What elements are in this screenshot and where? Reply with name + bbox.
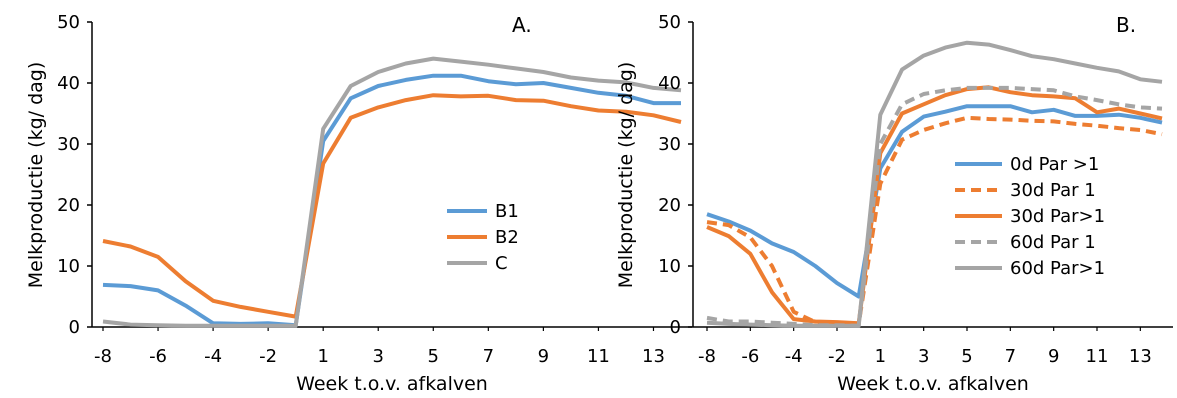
y-tick-label: 10 <box>658 256 681 277</box>
x-tick-label: -4 <box>204 346 222 367</box>
y-tick-label: 0 <box>670 317 681 338</box>
y-axis-label: Melkproductie (kg/ dag) <box>25 62 47 289</box>
y-tick-label: 10 <box>57 256 80 277</box>
x-tick-label: 5 <box>428 346 439 367</box>
x-tick-label: -2 <box>259 346 277 367</box>
x-axis-label: Week t.o.v. afkalven <box>837 373 1029 395</box>
x-tick-label: 3 <box>918 346 929 367</box>
legend: B1 B2 C <box>447 201 519 274</box>
x-tick-label: 11 <box>587 346 610 367</box>
x-tick-label: 11 <box>1086 346 1109 367</box>
panel-letter: B. <box>1116 13 1136 37</box>
legend-label: 60d Par>1 <box>1010 258 1105 279</box>
y-tick-label: 50 <box>658 12 681 33</box>
legend-label: C <box>495 253 508 274</box>
x-tick-label: -4 <box>785 346 803 367</box>
legend-label: 60d Par 1 <box>1010 232 1096 253</box>
y-tick-label: 20 <box>658 195 681 216</box>
series-line-1 <box>102 73 681 328</box>
series-line-5 <box>706 40 1163 328</box>
y-tick-label: 50 <box>57 12 80 33</box>
x-tick-label: 13 <box>1129 346 1152 367</box>
y-axis-label: Melkproductie (kg/ dag) <box>615 62 637 289</box>
y-tick-label: 20 <box>57 195 80 216</box>
x-tick-label: 5 <box>961 346 972 367</box>
legend-label: 30d Par 1 <box>1010 180 1096 201</box>
x-tick-label: -6 <box>149 346 167 367</box>
legend-label: B1 <box>495 201 519 222</box>
x-tick-label: -8 <box>94 346 112 367</box>
x-tick-label: 7 <box>1005 346 1016 367</box>
legend: 0d Par >1 30d Par 1 30d Par>1 60d Par 1 60d … <box>955 154 1105 279</box>
series-line-2 <box>102 93 682 319</box>
x-tick-label: 9 <box>538 346 549 367</box>
x-tick-label: -8 <box>698 346 716 367</box>
y-tick-label: 40 <box>658 73 681 94</box>
x-tick-label: 13 <box>642 346 665 367</box>
series-line-2 <box>706 115 1163 326</box>
x-tick-label: 7 <box>483 346 494 367</box>
y-tick-label: 40 <box>57 73 80 94</box>
x-tick-label: 1 <box>875 346 886 367</box>
x-tick-label: 1 <box>317 346 328 367</box>
panel-letter: A. <box>512 13 532 37</box>
x-tick-label: -2 <box>828 346 846 367</box>
legend-label: B2 <box>495 227 519 248</box>
series-line-3 <box>706 85 1163 326</box>
y-tick-label: 0 <box>69 317 80 338</box>
legend-label: 0d Par >1 <box>1010 154 1099 175</box>
y-tick-label: 30 <box>658 134 681 155</box>
series-line-3 <box>102 56 682 328</box>
series-line-4 <box>706 85 1163 328</box>
x-tick-label: 3 <box>373 346 384 367</box>
x-tick-label: -6 <box>741 346 759 367</box>
y-tick-label: 30 <box>57 134 80 155</box>
legend-label: 30d Par>1 <box>1010 206 1105 227</box>
series-line-1 <box>706 104 1163 299</box>
x-tick-label: 9 <box>1048 346 1059 367</box>
x-axis-label: Week t.o.v. afkalven <box>296 373 488 395</box>
